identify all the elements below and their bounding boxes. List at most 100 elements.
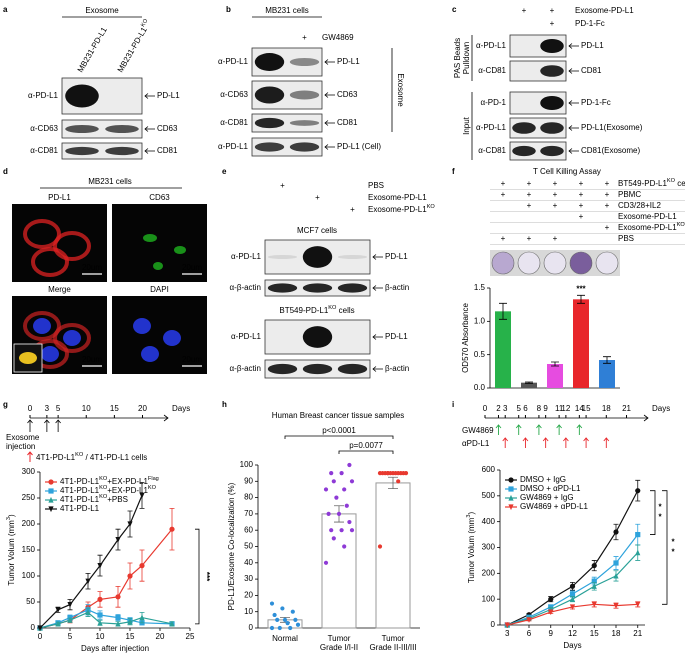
x-tick-label: 6	[527, 629, 532, 638]
band	[65, 124, 99, 134]
data-point	[339, 528, 344, 533]
antibody-label: α-PD-L1	[231, 332, 262, 341]
error-bar	[525, 381, 533, 384]
cell-line-label: BT549-PD-L1KO cells	[279, 305, 354, 315]
text-part: 4T1-PD-L1	[36, 453, 76, 462]
target-label: CD81	[157, 146, 178, 155]
injection-arrow	[27, 419, 33, 432]
marker	[97, 619, 103, 626]
condition-name: CD3/28+IL2	[618, 201, 661, 210]
x-tick-label: 15	[590, 629, 599, 638]
data-point	[282, 617, 288, 622]
x-tick-label: 21	[633, 629, 642, 638]
treatment-arrow	[576, 424, 583, 435]
legend-label: 4T1-PD-L1KO+PBS	[60, 494, 128, 504]
y-tick-label: 0	[31, 623, 36, 632]
condition-name: Exosome-PD-L1KO	[368, 204, 435, 214]
panel-label: b	[226, 5, 231, 14]
y-tick-label: 1.0	[474, 316, 486, 325]
condition-mark: +	[315, 193, 320, 202]
cell-signal	[23, 311, 61, 341]
target-label: CD63	[337, 90, 358, 99]
condition-name: Exosome-PD-L1	[368, 193, 427, 202]
bar	[599, 360, 615, 388]
marker	[48, 506, 54, 513]
marker	[169, 526, 175, 532]
condition-name: Exosome-PD-L1KO	[618, 222, 685, 232]
channel-label: PD-L1	[48, 193, 71, 202]
treatment-arrow	[563, 437, 569, 448]
marker	[591, 583, 597, 589]
treatment-label: αPD-L1	[462, 439, 490, 448]
data-point	[269, 625, 275, 631]
data-point	[347, 462, 352, 468]
data-point	[331, 479, 336, 484]
y-axis-label: Tumor Volum (mm3)	[466, 512, 476, 584]
marker	[613, 572, 619, 579]
marker	[115, 537, 121, 543]
text-part: BT549-PD-L1	[279, 306, 328, 315]
cell-signal	[53, 323, 91, 353]
y-axis-label: OD570 Absorbance	[461, 303, 470, 373]
arrow	[372, 254, 383, 260]
data-point	[285, 621, 290, 626]
marker	[569, 596, 576, 602]
timeline-tick-label: 5	[516, 404, 521, 413]
y-tick-label: 0.0	[474, 383, 486, 392]
marker	[127, 618, 133, 625]
timeline-tick-label: 0	[28, 404, 33, 413]
arrow	[144, 93, 155, 99]
arrow	[144, 148, 155, 154]
condition-mark: +	[527, 179, 532, 188]
condition-name: PBS	[368, 181, 384, 190]
antibody-label: α-β-actin	[230, 364, 261, 373]
band	[337, 255, 368, 259]
nucleus	[133, 318, 151, 334]
marker	[85, 578, 91, 585]
band	[105, 124, 139, 134]
y-tick-label: 400	[482, 517, 496, 526]
marker	[613, 560, 619, 566]
timeline-tick-label: 2	[496, 404, 501, 413]
marker	[635, 601, 641, 608]
x-tick-label: 0	[38, 632, 43, 641]
condition-name: PD-1-Fc	[575, 19, 605, 28]
y-tick-label: 150	[22, 545, 36, 554]
marker	[97, 596, 103, 603]
antibody-label: α-PD-L1	[218, 57, 249, 66]
superscript: KO	[141, 18, 151, 29]
antibody-label: α-CD63	[30, 124, 58, 133]
marker	[635, 549, 641, 556]
data-point	[347, 519, 352, 525]
cells-arrow	[27, 451, 33, 462]
antibody-label: α-PD-L1	[231, 252, 262, 261]
text-part: 4T1-PD-L1	[60, 486, 100, 495]
text-part: 4T1-PD-L1	[60, 504, 100, 513]
marker	[591, 562, 597, 569]
target-label: CD81(Exosome)	[581, 146, 640, 155]
y-tick-label: 250	[22, 493, 36, 502]
x-tick-label: 18	[612, 629, 621, 638]
timeline-tick-label: 10	[82, 404, 91, 413]
nucleus	[163, 330, 181, 346]
timeline-unit: Days	[652, 404, 670, 413]
section-label: Input	[462, 116, 471, 135]
condition-mark: +	[579, 179, 584, 188]
y-axis-label: PD-L1/Exosome Co-localization (%)	[227, 482, 236, 610]
target-label: β-actin	[385, 364, 409, 373]
well	[517, 251, 541, 275]
band	[540, 95, 564, 111]
section-label: Pulldown	[462, 42, 471, 74]
data-point	[344, 503, 349, 508]
error-bar	[577, 294, 585, 304]
band	[289, 90, 320, 100]
text-part: Tumor Volum (mm	[7, 520, 16, 586]
condition-name: Exosome-PD-L1	[618, 212, 677, 221]
data-point	[323, 560, 329, 565]
chart-title: Human Breast cancer tissue samples	[272, 411, 405, 420]
timeline	[485, 414, 649, 422]
panel-label: i	[452, 400, 454, 409]
band	[289, 142, 320, 152]
target-label: PD-L1	[385, 252, 408, 261]
